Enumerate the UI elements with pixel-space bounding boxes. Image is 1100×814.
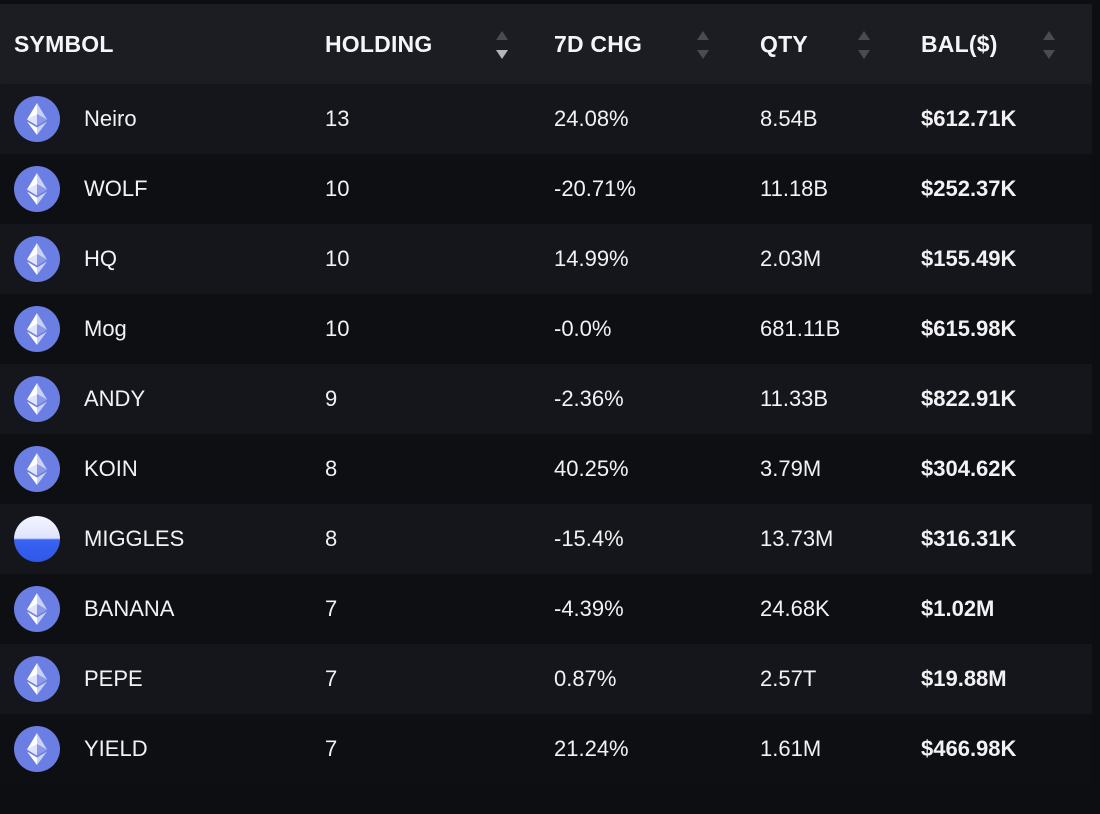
token-symbol: ANDY xyxy=(84,386,146,411)
change-7d-cell: 40.25% xyxy=(554,456,629,481)
balance-cell: $316.31K xyxy=(921,526,1017,551)
holding-cell: 8 xyxy=(325,526,338,551)
sort-icon[interactable] xyxy=(494,28,510,62)
column-header-7d-chg[interactable]: 7D CHG xyxy=(540,4,746,84)
change-7d-cell: -15.4% xyxy=(554,526,624,551)
ethereum-icon xyxy=(14,656,60,702)
ethereum-icon xyxy=(14,96,60,142)
column-header-7d-chg-label: 7D CHG xyxy=(554,30,643,57)
symbol-cell: HQ xyxy=(0,236,311,282)
column-header-qty-label: QTY xyxy=(760,30,808,57)
table-row[interactable]: HQ 10 14.99% 2.03M $155.49K xyxy=(0,224,1092,294)
table-row[interactable]: Mog 10 -0.0% 681.11B $615.98K xyxy=(0,294,1092,364)
balance-cell: $252.37K xyxy=(921,176,1017,201)
qty-cell: 2.03M xyxy=(760,246,822,271)
symbol-cell: MIGGLES xyxy=(0,516,311,562)
table-row[interactable]: MIGGLES 8 -15.4% 13.73M $316.31K xyxy=(0,504,1092,574)
qty-cell: 1.61M xyxy=(760,736,822,761)
symbol-cell: PEPE xyxy=(0,656,311,702)
change-7d-cell: 21.24% xyxy=(554,736,629,761)
token-symbol: MIGGLES xyxy=(84,526,185,551)
table-row[interactable]: BANANA 7 -4.39% 24.68K $1.02M xyxy=(0,574,1092,644)
column-header-holding[interactable]: HOLDING xyxy=(311,4,540,84)
holding-cell: 10 xyxy=(325,246,350,271)
sort-icon[interactable] xyxy=(695,28,711,62)
qty-cell: 13.73M xyxy=(760,526,834,551)
qty-cell: 681.11B xyxy=(760,316,841,341)
balance-cell: $19.88M xyxy=(921,666,1007,691)
holding-cell: 7 xyxy=(325,736,338,761)
balance-cell: $155.49K xyxy=(921,246,1017,271)
token-symbol: KOIN xyxy=(84,456,138,481)
holding-cell: 10 xyxy=(325,176,350,201)
column-header-holding-label: HOLDING xyxy=(325,30,433,57)
change-7d-cell: -20.71% xyxy=(554,176,636,201)
ethereum-icon xyxy=(14,446,60,492)
column-header-symbol-label: SYMBOL xyxy=(14,30,114,57)
symbol-cell: BANANA xyxy=(0,586,311,632)
column-header-bal-label: BAL($) xyxy=(921,30,998,57)
change-7d-cell: -2.36% xyxy=(554,386,624,411)
qty-cell: 24.68K xyxy=(760,596,830,621)
column-header-symbol[interactable]: SYMBOL xyxy=(0,4,311,84)
qty-cell: 11.18B xyxy=(760,176,829,201)
token-symbol: YIELD xyxy=(84,736,148,761)
ethereum-icon xyxy=(14,726,60,772)
holding-cell: 9 xyxy=(325,386,338,411)
symbol-cell: Mog xyxy=(0,306,311,352)
ethereum-icon xyxy=(14,376,60,422)
table-header: SYMBOL HOLDING 7D CHG QTY xyxy=(0,4,1092,84)
change-7d-cell: 14.99% xyxy=(554,246,629,271)
sort-icon[interactable] xyxy=(856,28,872,62)
table-row[interactable]: WOLF 10 -20.71% 11.18B $252.37K xyxy=(0,154,1092,224)
ethereum-icon xyxy=(14,166,60,212)
qty-cell: 8.54B xyxy=(760,106,818,131)
holding-cell: 7 xyxy=(325,596,338,621)
holding-cell: 10 xyxy=(325,316,350,341)
holdings-table: SYMBOL HOLDING 7D CHG QTY xyxy=(0,4,1092,784)
symbol-cell: WOLF xyxy=(0,166,311,212)
qty-cell: 3.79M xyxy=(760,456,822,481)
sort-icon[interactable] xyxy=(1041,28,1057,62)
change-7d-cell: -0.0% xyxy=(554,316,612,341)
symbol-cell: Neiro xyxy=(0,96,311,142)
table-row[interactable]: ANDY 9 -2.36% 11.33B $822.91K xyxy=(0,364,1092,434)
table-row[interactable]: Neiro 13 24.08% 8.54B $612.71K xyxy=(0,84,1092,154)
table-row[interactable]: KOIN 8 40.25% 3.79M $304.62K xyxy=(0,434,1092,504)
miggles-token-icon xyxy=(14,516,60,562)
column-header-qty[interactable]: QTY xyxy=(746,4,907,84)
change-7d-cell: -4.39% xyxy=(554,596,624,621)
holding-cell: 13 xyxy=(325,106,350,131)
token-symbol: Mog xyxy=(84,316,127,341)
balance-cell: $615.98K xyxy=(921,316,1017,341)
holding-cell: 7 xyxy=(325,666,338,691)
table-body: Neiro 13 24.08% 8.54B $612.71K WOLF 10 -20.71% 1… xyxy=(0,84,1092,784)
column-header-bal[interactable]: BAL($) xyxy=(907,4,1092,84)
balance-cell: $822.91K xyxy=(921,386,1017,411)
ethereum-icon xyxy=(14,306,60,352)
token-symbol: BANANA xyxy=(84,596,175,621)
token-symbol: WOLF xyxy=(84,176,148,201)
qty-cell: 11.33B xyxy=(760,386,829,411)
ethereum-icon xyxy=(14,236,60,282)
symbol-cell: KOIN xyxy=(0,446,311,492)
qty-cell: 2.57T xyxy=(760,666,817,691)
token-symbol: HQ xyxy=(84,246,117,271)
token-symbol: Neiro xyxy=(84,106,137,131)
table-row[interactable]: YIELD 7 21.24% 1.61M $466.98K xyxy=(0,714,1092,784)
token-symbol: PEPE xyxy=(84,666,143,691)
balance-cell: $1.02M xyxy=(921,596,995,621)
change-7d-cell: 24.08% xyxy=(554,106,629,131)
balance-cell: $612.71K xyxy=(921,106,1017,131)
table-row[interactable]: PEPE 7 0.87% 2.57T $19.88M xyxy=(0,644,1092,714)
balance-cell: $304.62K xyxy=(921,456,1017,481)
change-7d-cell: 0.87% xyxy=(554,666,617,691)
symbol-cell: ANDY xyxy=(0,376,311,422)
symbol-cell: YIELD xyxy=(0,726,311,772)
ethereum-icon xyxy=(14,586,60,632)
holding-cell: 8 xyxy=(325,456,338,481)
balance-cell: $466.98K xyxy=(921,736,1017,761)
